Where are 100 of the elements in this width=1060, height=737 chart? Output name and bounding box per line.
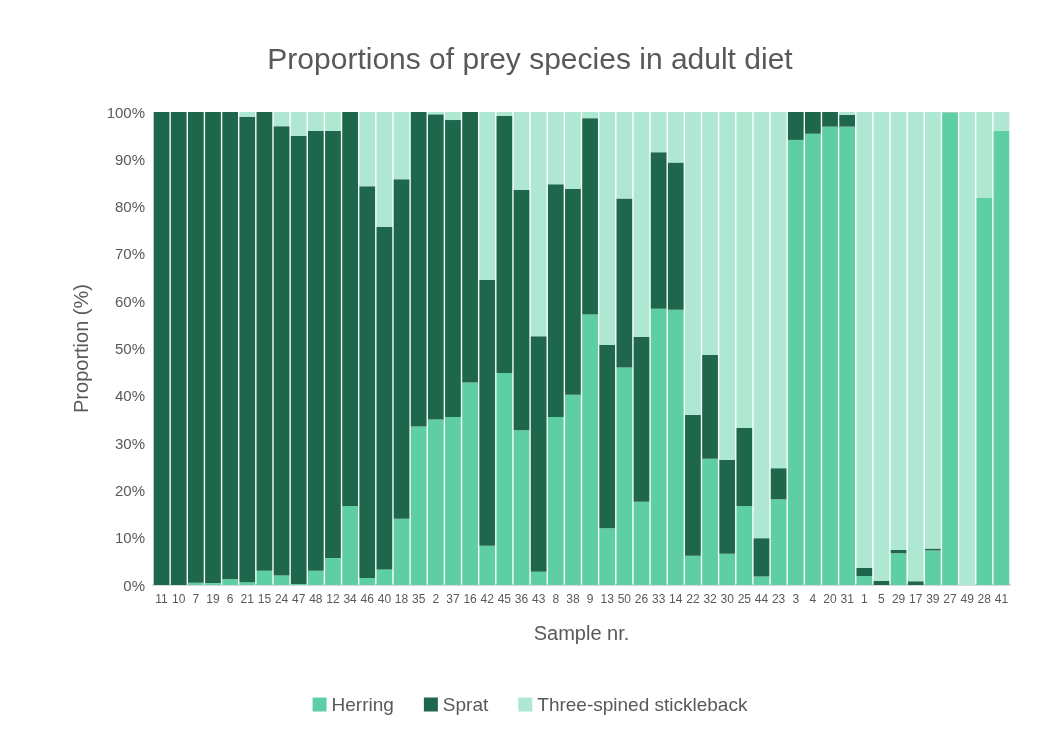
x-tick-label: 16 [463, 592, 478, 606]
bar [393, 112, 410, 180]
x-tick-label: 22 [686, 592, 700, 606]
bar [856, 567, 873, 577]
bar [633, 112, 650, 337]
bar [907, 581, 924, 585]
bar [273, 575, 290, 585]
bar [633, 501, 650, 585]
x-tick-label: 11 [155, 592, 169, 606]
bar [770, 468, 787, 500]
y-tick-label: 90% [114, 150, 145, 168]
y-tick-label: 20% [114, 481, 145, 499]
x-tick-label: 48 [309, 592, 323, 606]
x-tick-label: 45 [497, 592, 512, 606]
bar [513, 112, 530, 191]
bar [359, 112, 376, 187]
x-tick-label: 6 [226, 592, 234, 606]
bar [873, 580, 890, 585]
x-tick-label: 38 [566, 592, 580, 606]
x-tick-label: 21 [240, 592, 255, 606]
x-tick-label: 23 [771, 592, 786, 606]
bar [393, 179, 410, 519]
x-tick-label: 27 [943, 592, 957, 606]
x-tick-label: 26 [634, 592, 649, 606]
x-tick-label: 19 [206, 592, 220, 606]
x-tick-label: 20 [823, 592, 838, 606]
bar [513, 430, 530, 585]
y-tick-label: 40% [114, 387, 145, 405]
legend-label: Three-spined stickleback [537, 694, 748, 715]
x-tick-label: 31 [840, 592, 855, 606]
x-tick-label: 24 [274, 592, 289, 606]
bar [873, 112, 890, 581]
x-tick-label: 35 [411, 592, 426, 606]
x-tick-label: 10 [172, 592, 186, 606]
x-tick-label: 15 [257, 592, 272, 606]
x-tick-label: 12 [326, 592, 340, 606]
x-tick-label: 50 [617, 592, 632, 606]
y-tick-label: 70% [114, 245, 145, 263]
x-tick-label: 34 [343, 592, 358, 606]
x-tick-label: 33 [651, 592, 666, 606]
x-tick-label: 47 [292, 592, 306, 606]
bar [890, 112, 907, 550]
x-tick-label: 9 [586, 592, 594, 606]
bar [393, 518, 410, 585]
x-tick-label: 49 [960, 592, 975, 606]
legend-label: Sprat [442, 694, 489, 715]
x-tick-label: 37 [446, 592, 460, 606]
x-tick-label: 40 [377, 592, 392, 606]
x-tick-label: 18 [394, 592, 409, 606]
x-tick-label: 39 [926, 592, 940, 606]
y-axis-title: Proportion (%) [70, 284, 92, 413]
chart-title: Proportions of prey species in adult diet [267, 41, 794, 75]
x-tick-label: 42 [480, 592, 495, 606]
x-tick-label: 17 [909, 592, 923, 606]
x-tick-label: 2 [432, 592, 440, 606]
bar [273, 112, 290, 127]
y-tick-label: 30% [114, 434, 145, 452]
x-tick-label: 13 [600, 592, 615, 606]
y-tick-label: 100% [106, 103, 145, 121]
y-tick-label: 50% [114, 340, 145, 357]
bar [513, 190, 530, 431]
bar [890, 553, 907, 585]
x-axis-title: Sample nr. [533, 622, 630, 644]
x-tick-label: 5 [878, 592, 886, 606]
x-tick-label: 3 [792, 592, 800, 606]
x-tick-label: 41 [994, 592, 1009, 606]
x-tick-label: 8 [552, 592, 560, 606]
y-tick-label: 60% [114, 292, 145, 310]
bar [753, 576, 770, 585]
x-tick-label: 44 [754, 592, 769, 606]
bar [239, 112, 256, 117]
x-tick-label: 4 [809, 592, 817, 606]
x-tick-label: 25 [737, 592, 752, 606]
bar [770, 112, 787, 469]
bar [256, 570, 273, 585]
bar [153, 112, 170, 585]
x-tick-label: 32 [703, 592, 718, 606]
x-tick-label: 14 [669, 592, 683, 606]
x-tick-label: 7 [192, 592, 200, 606]
x-tick-label: 1 [860, 592, 868, 606]
bar [376, 112, 393, 227]
bar [753, 538, 770, 577]
y-tick-label: 80% [114, 198, 145, 216]
bar [976, 198, 993, 585]
bar [273, 126, 290, 576]
y-tick-label: 0% [123, 576, 145, 594]
x-tick-label: 29 [891, 592, 906, 606]
x-tick-label: 43 [531, 592, 546, 606]
bar [753, 112, 770, 539]
bar [770, 499, 787, 585]
bar [993, 112, 1010, 131]
bar [256, 112, 273, 571]
x-tick-label: 46 [360, 592, 375, 606]
bar [376, 569, 393, 585]
x-tick-label: 30 [720, 592, 735, 606]
bar [633, 336, 650, 502]
legend-label: Herring [331, 694, 394, 715]
bar [376, 226, 393, 570]
x-tick-label: 28 [977, 592, 992, 606]
y-tick-label: 10% [114, 529, 145, 547]
